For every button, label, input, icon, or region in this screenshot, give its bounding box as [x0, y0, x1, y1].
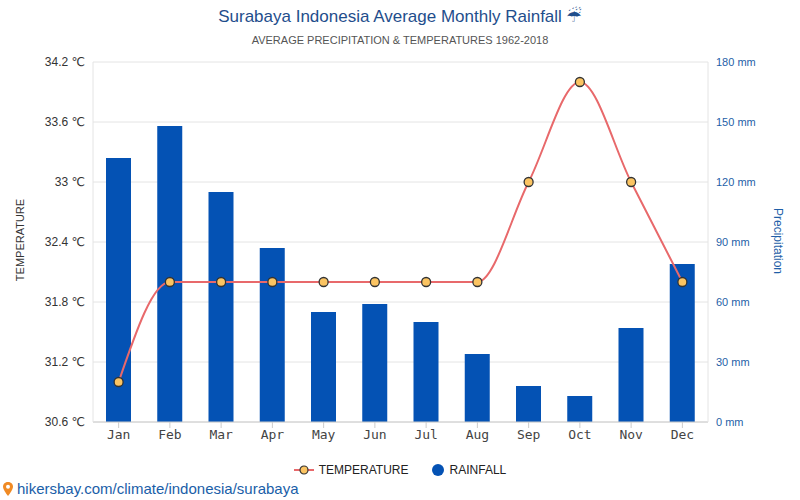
html-text:Surabaya Indonesia Average Mon: Surabaya Indonesia Average Monthly Rainf… [218, 7, 582, 26]
svg-text:Aug: Aug [466, 427, 489, 442]
svg-text:May: May [312, 427, 336, 442]
svg-text:31.8 ℃: 31.8 ℃ [45, 295, 85, 309]
svg-text:Sep: Sep [517, 427, 541, 442]
svg-text:Nov: Nov [619, 427, 643, 442]
svg-text:Oct: Oct [568, 427, 591, 442]
svg-text:180 mm: 180 mm [716, 56, 756, 68]
svg-text:120 mm: 120 mm [716, 176, 756, 188]
svg-text:Mar: Mar [209, 427, 233, 442]
svg-text:Jul: Jul [414, 427, 437, 442]
svg-text:60 mm: 60 mm [716, 296, 750, 308]
svg-text:Jan: Jan [107, 427, 130, 442]
html-text:TEMPERATURE: TEMPERATURE [14, 198, 26, 282]
svg-text:Feb: Feb [158, 427, 182, 442]
html-text:RAINFALL: RAINFALL [449, 463, 507, 477]
svg-text:30.6 ℃: 30.6 ℃ [45, 415, 85, 429]
svg-text:0 mm: 0 mm [716, 416, 744, 428]
html-text:Precipitation: Precipitation [771, 208, 785, 274]
svg-text:Apr: Apr [261, 427, 285, 442]
svg-text:33.6 ℃: 33.6 ℃ [45, 115, 85, 129]
html-text:AVERAGE PRECIPITATION & TEMPER: AVERAGE PRECIPITATION & TEMPERATURES 196… [251, 34, 549, 46]
svg-text:Jun: Jun [363, 427, 386, 442]
svg-text:150 mm: 150 mm [716, 116, 756, 128]
svg-text:32.4 ℃: 32.4 ℃ [45, 235, 85, 249]
svg-text:Dec: Dec [671, 427, 694, 442]
html-text:hikersbay.com/climate/indonesi: hikersbay.com/climate/indonesia/surabaya [17, 480, 299, 497]
svg-text:90 mm: 90 mm [716, 236, 750, 248]
html-text:TEMPERATURE: TEMPERATURE [318, 463, 409, 477]
svg-text:33 ℃: 33 ℃ [55, 175, 85, 189]
svg-text:34.2 ℃: 34.2 ℃ [45, 55, 85, 69]
svg-text:30 mm: 30 mm [716, 356, 750, 368]
svg-text:31.2 ℃: 31.2 ℃ [45, 355, 85, 369]
